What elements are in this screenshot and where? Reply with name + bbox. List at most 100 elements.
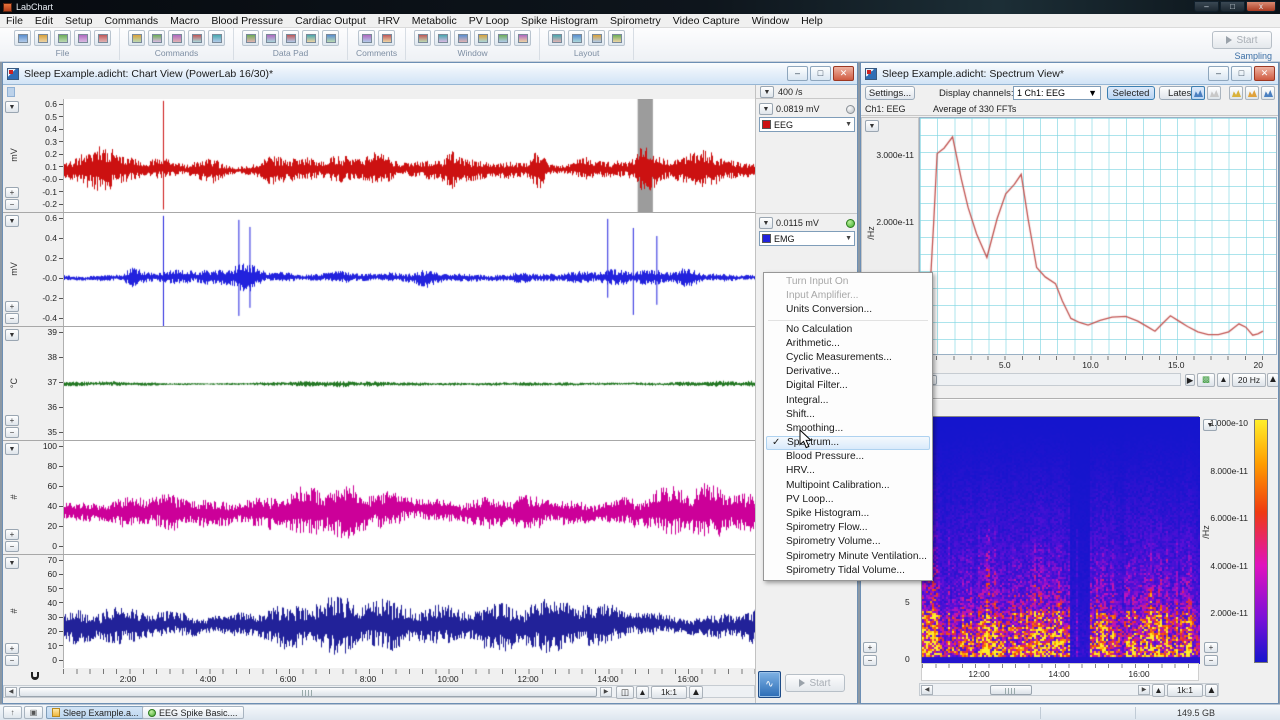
sampling-start-button[interactable]: Start	[1212, 31, 1272, 49]
sono-scroll-left-icon[interactable]: ◀	[921, 685, 933, 695]
taskbar-tab-eeg-spike-basic[interactable]: EEG Spike Basic....	[142, 706, 244, 719]
sono-scroll-thumb[interactable]	[990, 685, 1032, 695]
channel-4-zoom-out-button[interactable]: −	[5, 541, 19, 552]
channel-2-plot[interactable]	[63, 213, 756, 326]
channel-4-zoom-in-button[interactable]: +	[5, 529, 19, 540]
context-menu-spike-histogram[interactable]: Spike Histogram...	[786, 508, 870, 519]
channel-3-zoom-out-button[interactable]: −	[5, 427, 19, 438]
channel-range-value[interactable]: 0.0115 mV	[776, 218, 819, 228]
channel-5-menu-dropdown[interactable]: ▼	[5, 557, 19, 569]
range-dropdown[interactable]: ▼	[759, 103, 773, 115]
chart-scroll-thumb[interactable]	[19, 687, 597, 697]
selected-toggle-button[interactable]: Selected	[1107, 86, 1155, 100]
colorbar-zoom-in-button[interactable]: +	[1204, 642, 1218, 653]
channel-5-zoom-out-button[interactable]: −	[5, 655, 19, 666]
display-channel-select[interactable]: 1 Ch1: EEG ▼	[1013, 86, 1101, 100]
context-menu-integral[interactable]: Integral...	[786, 394, 829, 406]
channel-1-plot[interactable]	[63, 99, 756, 212]
spectrum-minimize-button[interactable]: –	[1208, 66, 1229, 81]
datapad-icon[interactable]	[242, 30, 259, 46]
menu-macro[interactable]: Macro	[170, 14, 200, 27]
colorbar-zoom-out-button[interactable]: −	[1204, 655, 1218, 666]
spectrum-window-titlebar[interactable]: Sleep Example.adicht: Spectrum View* – □…	[861, 63, 1278, 85]
sonogram-view-icon[interactable]	[1245, 86, 1259, 100]
app-minimize-button[interactable]: –	[1194, 1, 1219, 12]
sono-zoom-in-time-button[interactable]: ▲	[1205, 684, 1218, 697]
datapad-plot-icon[interactable]	[322, 30, 339, 46]
range-dropdown[interactable]: ▼	[759, 217, 773, 229]
picture-icon[interactable]	[494, 30, 512, 46]
block-marker[interactable]	[7, 87, 15, 97]
notebook-icon[interactable]	[474, 30, 492, 46]
spectrum-close-button[interactable]: ✕	[1254, 66, 1275, 81]
channel-2-name-select[interactable]: EMG ▼	[759, 231, 855, 246]
context-menu-spirometry-minute-ventilation[interactable]: Spirometry Minute Ventilation...	[786, 550, 927, 562]
chart-window-titlebar[interactable]: Sleep Example.adicht: Chart View (PowerL…	[3, 63, 857, 85]
channel-range-value[interactable]: 0.0819 mV	[776, 104, 820, 114]
layout-columns-icon[interactable]	[568, 30, 586, 46]
context-menu-multipoint-calibration[interactable]: Multipoint Calibration...	[786, 479, 890, 491]
channel-3-plot[interactable]	[63, 327, 756, 440]
chart-horizontal-scrollbar[interactable]: ◀ ▶ ◫ ▲ 1k:1 ▲	[3, 685, 755, 699]
scroll-tabs-left-button[interactable]: ↑	[3, 706, 22, 719]
menu-spike-histogram[interactable]: Spike Histogram	[521, 14, 599, 27]
context-menu-spectrum[interactable]: ✓ Spectrum...	[766, 436, 930, 451]
context-menu-spirometry-flow[interactable]: Spirometry Flow...	[786, 522, 868, 534]
layout-grid-icon[interactable]	[548, 30, 566, 46]
spectrum-plot[interactable]	[919, 117, 1278, 356]
menu-commands[interactable]: Commands	[104, 14, 159, 27]
comments-window-icon[interactable]	[378, 30, 396, 46]
menu-help[interactable]: Help	[801, 14, 823, 27]
spectrum-scroll-right-icon[interactable]: ▶	[1185, 374, 1195, 386]
duplicate-window-icon[interactable]	[514, 30, 532, 46]
sonogram-scrollbar[interactable]: ◀ ▶ ▲ 1k:1 ▲	[919, 683, 1219, 697]
sono-zoom-out-time-button[interactable]: ▲	[1152, 684, 1165, 697]
overlay-mode-button[interactable]: ▩	[1197, 373, 1215, 387]
context-menu-digital-filter[interactable]: Digital Filter...	[786, 380, 848, 392]
sonogram-plot[interactable]	[921, 416, 1200, 664]
channel-4-menu-dropdown[interactable]: ▼	[5, 443, 19, 455]
sonogram-zoom-in-button[interactable]: +	[863, 642, 877, 653]
scroll-right-icon[interactable]: ▶	[600, 687, 612, 697]
spectrum-maximize-button[interactable]: □	[1231, 66, 1252, 81]
chart-compression-button[interactable]: 1k:1	[651, 686, 687, 699]
pane-divider[interactable]	[863, 398, 1277, 400]
channel-2-zoom-in-button[interactable]: +	[5, 301, 19, 312]
waterfall-view-icon[interactable]	[1261, 86, 1275, 100]
scroll-to-end-button[interactable]: ◫	[616, 686, 634, 699]
menu-video-capture[interactable]: Video Capture	[672, 14, 740, 27]
context-menu-spirometry-volume[interactable]: Spirometry Volume...	[786, 536, 881, 548]
spectrum-scale-dropdown[interactable]: ▼	[865, 120, 879, 132]
context-menu-pv-loop[interactable]: PV Loop...	[786, 493, 834, 505]
save-icon[interactable]	[54, 30, 71, 46]
window-list-button[interactable]: ▣	[24, 706, 43, 719]
chart-close-button[interactable]: ✕	[833, 66, 854, 81]
sonogram-compression-button[interactable]: 1k:1	[1167, 684, 1203, 697]
layout-remove-icon[interactable]	[608, 30, 626, 46]
menu-pv-loop[interactable]: PV Loop	[468, 14, 509, 27]
context-menu-units-conversion[interactable]: Units Conversion...	[786, 304, 873, 316]
menu-cardiac-output[interactable]: Cardiac Output	[295, 14, 366, 27]
scroll-left-icon[interactable]: ◀	[5, 687, 17, 697]
powerlab-device-icon[interactable]: ∿	[758, 671, 781, 698]
channel-2-menu-dropdown[interactable]: ▼	[5, 215, 19, 227]
rate-dropdown[interactable]: ▼	[760, 86, 774, 98]
window-tile-icon[interactable]	[414, 30, 432, 46]
add-comment-icon[interactable]	[358, 30, 376, 46]
sonogram-scale-dropdown[interactable]: ▼	[1203, 419, 1217, 431]
menu-blood-pressure[interactable]: Blood Pressure	[211, 14, 284, 27]
spectrum-view-icon[interactable]	[1191, 86, 1205, 100]
app-close-button[interactable]: x	[1246, 1, 1276, 12]
datapad-view-icon[interactable]	[282, 30, 299, 46]
spectrum-settings-button[interactable]: Settings...	[865, 86, 915, 100]
channel-4-plot[interactable]	[63, 441, 756, 554]
print-icon[interactable]	[74, 30, 91, 46]
amplitude-view-icon[interactable]	[1229, 86, 1243, 100]
open-file-icon[interactable]	[34, 30, 51, 46]
context-menu-no-calculation[interactable]: No Calculation	[786, 323, 853, 335]
chart-maximize-button[interactable]: □	[810, 66, 831, 81]
spectrum-scrollbar[interactable]	[919, 373, 1181, 386]
context-menu-shift[interactable]: Shift...	[786, 408, 815, 420]
menu-edit[interactable]: Edit	[34, 14, 54, 27]
channel-5-zoom-in-button[interactable]: +	[5, 643, 19, 654]
